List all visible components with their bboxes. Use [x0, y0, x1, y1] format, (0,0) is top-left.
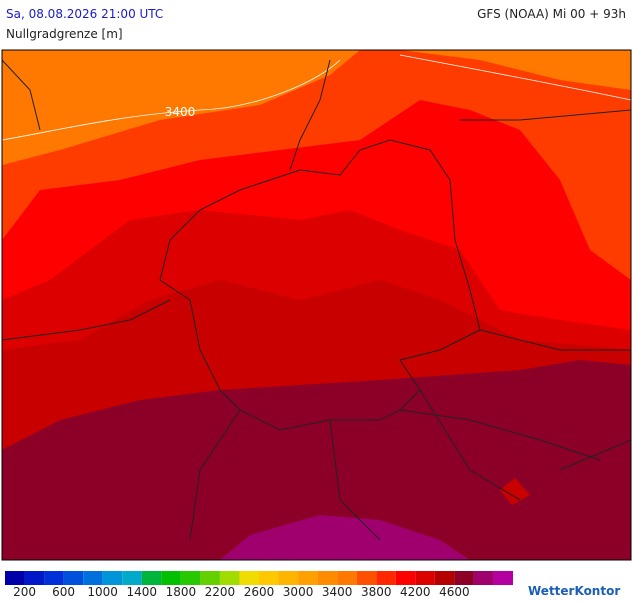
borders	[1, 59, 632, 541]
colorbar-swatch	[434, 571, 455, 585]
colorbar-swatch	[317, 571, 338, 585]
region	[2, 50, 631, 165]
model-run: GFS (NOAA) Mi 00 + 93h	[477, 7, 626, 21]
parameter: Nullgradgrenze [m]	[6, 27, 123, 41]
region	[2, 360, 631, 560]
colorbar-swatch	[337, 571, 357, 585]
contour-line	[1, 54, 632, 141]
colorbar-label: 2200	[205, 585, 236, 599]
region	[220, 515, 470, 560]
colorbar-label: 1000	[87, 585, 118, 599]
colorbar-label: 3400	[322, 585, 353, 599]
colorbar-label: 4600	[439, 585, 470, 599]
colorbar-swatch	[122, 571, 142, 585]
map-area: 3400	[1, 49, 632, 561]
colorbar-swatch	[493, 571, 513, 585]
colorbar-swatch	[200, 571, 220, 585]
colorbar-label: 4200	[400, 585, 431, 599]
colorbar-swatch	[63, 571, 84, 585]
colorbar-swatch	[278, 571, 299, 585]
colorbar-swatch	[376, 571, 396, 585]
colorbar-swatch	[141, 571, 162, 585]
region	[500, 478, 530, 505]
colorbar-swatch	[395, 571, 416, 585]
colorbar-swatch	[239, 571, 259, 585]
logo: WetterKontor	[528, 584, 620, 598]
colorbar-swatch	[102, 571, 123, 585]
colorbar-swatch	[180, 571, 201, 585]
colorbar-label: 1400	[126, 585, 157, 599]
colorbar-swatch	[5, 571, 25, 585]
colorbar-label: 200	[13, 585, 36, 599]
colorbar-label: 2600	[244, 585, 275, 599]
colorbar-swatch	[44, 571, 64, 585]
colorbar-label: 600	[52, 585, 75, 599]
colorbar-label: 1800	[166, 585, 197, 599]
colorbar: 200 600 1000 1400 1800 2200 2600 3000 3400 3800 42…	[5, 571, 513, 599]
datetime: Sa, 08.08.2026 21:00 UTC	[6, 7, 163, 21]
colorbar-swatch	[356, 571, 377, 585]
colorbar-swatch	[454, 571, 474, 585]
colorbar-swatch	[415, 571, 435, 585]
colorbar-swatch	[259, 571, 279, 585]
colorbar-swatch	[83, 571, 103, 585]
colorbar-swatch	[161, 571, 181, 585]
colorbar-swatch	[473, 571, 494, 585]
contour-label: 3400	[165, 105, 196, 119]
map-frame	[1, 49, 632, 561]
colorbar-swatch	[219, 571, 240, 585]
colorbar-label: 3800	[361, 585, 392, 599]
colorbar-swatch	[298, 571, 318, 585]
colorbar-swatch	[24, 571, 45, 585]
colorbar-label: 3000	[283, 585, 314, 599]
